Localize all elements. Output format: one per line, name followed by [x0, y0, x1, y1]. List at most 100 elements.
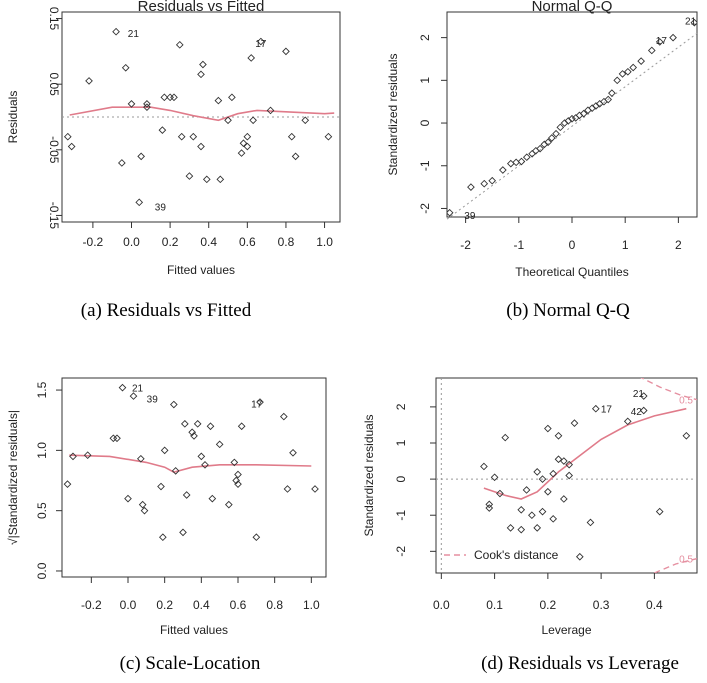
- y-axis-label: Residuals: [6, 91, 20, 144]
- data-point: [202, 175, 211, 184]
- data-point: [544, 487, 552, 496]
- data-point: [228, 93, 236, 102]
- plot-frame: [435, 377, 698, 574]
- data-point: [67, 142, 76, 151]
- data-point: [169, 400, 178, 409]
- data-point: [188, 428, 197, 437]
- x-tick-label: 0.8: [278, 235, 295, 249]
- data-point: [197, 142, 205, 151]
- data-point: [197, 452, 206, 461]
- point-label: 21: [132, 384, 144, 395]
- y-tick-label: -2: [418, 203, 432, 214]
- data-point: [230, 458, 239, 467]
- chart-panel-2: Normal Q-Q -2 -1 0 1 2 -2 -1 0 1 2 Theoretical Quan…: [386, 0, 698, 279]
- data-point: [266, 106, 275, 115]
- data-point: [185, 172, 194, 180]
- data-point: [282, 47, 290, 56]
- data-point: [496, 489, 504, 498]
- data-point: [189, 132, 198, 141]
- x-axis-label: Fitted values: [167, 263, 235, 277]
- data-point: [256, 398, 264, 406]
- data-point: [604, 95, 613, 104]
- chart-panel-1: Residuals vs Fitted -0.2 0.0 0.2 0.4 0.6 0.8 1.…: [6, 0, 341, 277]
- data-point: [85, 77, 93, 85]
- data-point: [234, 470, 242, 479]
- data-point: [506, 159, 515, 168]
- data-point: [522, 153, 531, 162]
- data-point: [528, 511, 536, 520]
- data-point: [629, 63, 638, 72]
- data-point: [136, 454, 145, 463]
- data-point: [177, 132, 186, 141]
- cooks-contour-label: 0.5: [679, 396, 693, 407]
- data-point: [655, 38, 664, 46]
- data-point: [591, 404, 600, 413]
- y-axis-label: Standardized residuals: [362, 414, 376, 536]
- data-point: [83, 451, 92, 460]
- data-point: [560, 495, 568, 503]
- x-tick-label: 1: [622, 238, 629, 252]
- cooks-distance-contour: [654, 557, 697, 573]
- data-point: [506, 524, 515, 532]
- data-point: [113, 434, 121, 443]
- y-tick-label: 1.0: [35, 442, 49, 459]
- point-label: 39: [147, 395, 159, 406]
- data-point: [118, 159, 126, 167]
- data-point: [112, 27, 120, 36]
- data-point: [538, 475, 547, 483]
- legend-label: Cook's distance: [474, 548, 559, 562]
- data-point: [647, 46, 656, 55]
- chart-title: Residuals vs Fitted: [138, 0, 265, 15]
- x-tick-label: -1: [513, 238, 524, 252]
- data-point: [639, 392, 648, 400]
- qq-reference-line: [446, 32, 698, 220]
- y-tick-label: 1.5: [35, 381, 49, 398]
- data-point: [565, 460, 573, 469]
- data-point: [637, 57, 645, 65]
- data-point: [63, 132, 72, 141]
- plot-area: [480, 378, 697, 573]
- data-point: [517, 157, 526, 166]
- point-label: 42: [631, 407, 643, 418]
- data-point: [291, 152, 300, 161]
- data-point: [586, 518, 595, 527]
- data-point: [234, 480, 242, 488]
- data-point: [283, 485, 292, 493]
- data-point: [547, 134, 556, 142]
- data-point: [480, 179, 489, 188]
- data-point: [549, 469, 558, 478]
- chart-title: Normal Q-Q: [532, 0, 613, 15]
- data-point: [239, 139, 248, 148]
- data-point: [624, 67, 632, 76]
- data-point: [118, 383, 127, 392]
- data-point: [623, 417, 632, 426]
- data-point: [570, 419, 579, 427]
- data-point: [301, 116, 310, 125]
- data-point: [143, 100, 151, 108]
- data-point: [138, 500, 147, 509]
- data-point: [197, 70, 205, 79]
- y-tick-label: -0.05: [47, 136, 61, 164]
- data-point: [554, 431, 563, 440]
- data-point: [552, 129, 560, 138]
- data-point: [485, 500, 494, 509]
- y-tick-label: 1: [418, 77, 432, 84]
- data-point: [215, 440, 224, 449]
- x-tick-label: 0.6: [239, 235, 256, 249]
- data-point: [560, 457, 568, 465]
- data-point: [512, 158, 520, 167]
- point-label: 39: [464, 211, 476, 222]
- data-point: [655, 507, 664, 516]
- data-point: [127, 100, 136, 108]
- plot-frame: [61, 377, 327, 578]
- data-point: [279, 412, 288, 421]
- point-label: 39: [155, 202, 167, 213]
- data-point: [179, 528, 187, 537]
- data-point: [158, 533, 167, 542]
- x-tick-label: 0.2: [162, 235, 179, 249]
- data-point: [129, 392, 138, 400]
- data-point: [618, 70, 627, 78]
- point-label: 21: [685, 17, 697, 28]
- data-point: [289, 448, 297, 457]
- data-point: [121, 63, 130, 72]
